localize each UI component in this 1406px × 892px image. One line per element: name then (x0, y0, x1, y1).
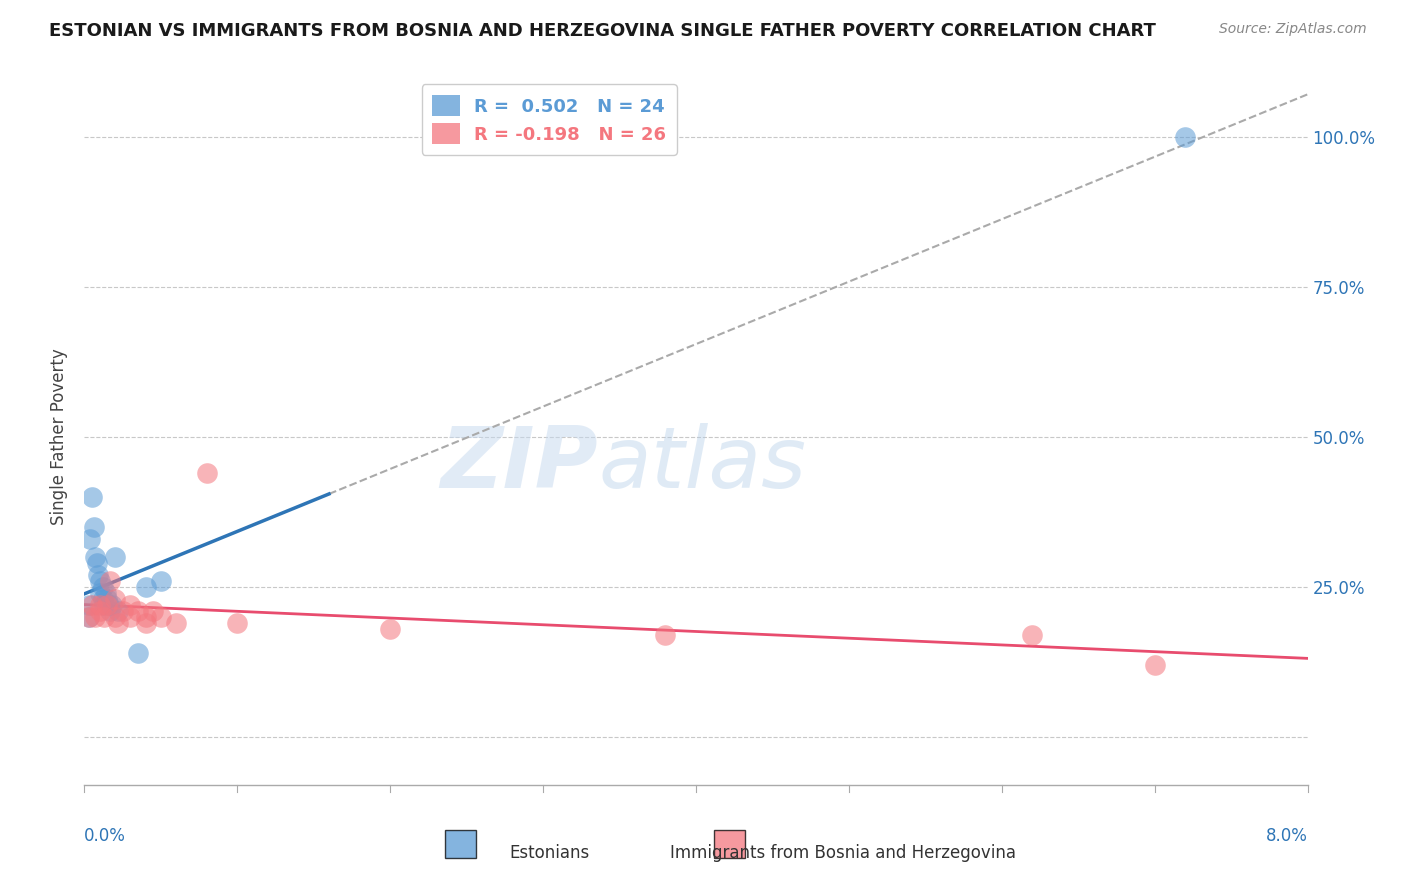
Point (1174, 130, 1197, 145)
Point (226, 615, 249, 630)
Point (135, 615, 157, 630)
Text: ZIP: ZIP (440, 424, 598, 507)
Point (104, 610, 127, 624)
FancyBboxPatch shape (446, 830, 475, 858)
Text: Estonians: Estonians (509, 844, 589, 862)
Point (107, 604, 129, 618)
Point (135, 580, 157, 594)
Point (1143, 658, 1166, 673)
Point (79, 532, 101, 546)
FancyBboxPatch shape (714, 830, 745, 858)
Point (80, 598, 103, 612)
Point (104, 549, 127, 564)
Point (127, 604, 149, 618)
Text: 8.0%: 8.0% (1265, 827, 1308, 845)
Point (94, 586, 117, 600)
Point (127, 646, 149, 660)
Point (120, 598, 142, 612)
Point (380, 622, 402, 636)
Point (98, 574, 121, 588)
Point (149, 574, 172, 588)
Point (97, 598, 120, 612)
Point (142, 604, 165, 618)
Point (149, 610, 172, 624)
Point (91, 592, 114, 607)
Point (89, 604, 111, 618)
Point (84, 610, 107, 624)
Point (93, 610, 115, 624)
Point (84, 549, 107, 564)
Point (654, 628, 676, 642)
Legend: R =  0.502   N = 24, R = -0.198   N = 26: R = 0.502 N = 24, R = -0.198 N = 26 (422, 85, 676, 155)
Point (83, 520, 105, 534)
Point (107, 615, 129, 630)
Point (96, 592, 118, 607)
Text: Source: ZipAtlas.com: Source: ZipAtlas.com (1219, 22, 1367, 37)
Point (91, 580, 114, 594)
Point (104, 592, 127, 607)
Point (1021, 628, 1043, 642)
Point (86, 556, 108, 570)
Point (165, 615, 187, 630)
Text: 0.0%: 0.0% (84, 827, 127, 845)
Point (89, 574, 111, 588)
Point (195, 466, 218, 480)
Point (89, 586, 111, 600)
Point (96, 598, 118, 612)
Point (120, 610, 142, 624)
Point (135, 610, 157, 624)
Point (80, 490, 103, 504)
Point (93, 598, 115, 612)
Point (111, 604, 134, 618)
Point (77, 598, 100, 612)
Point (87, 568, 110, 582)
Y-axis label: Single Father Poverty: Single Father Poverty (51, 349, 69, 525)
Point (101, 598, 124, 612)
Point (98, 604, 121, 618)
Text: ESTONIAN VS IMMIGRANTS FROM BOSNIA AND HERZEGOVINA SINGLE FATHER POVERTY CORRELA: ESTONIAN VS IMMIGRANTS FROM BOSNIA AND H… (49, 22, 1156, 40)
Point (77, 610, 100, 624)
Point (89, 598, 111, 612)
Text: atlas: atlas (598, 424, 806, 507)
Point (77, 610, 100, 624)
Text: Immigrants from Bosnia and Herzegovina: Immigrants from Bosnia and Herzegovina (669, 844, 1015, 862)
